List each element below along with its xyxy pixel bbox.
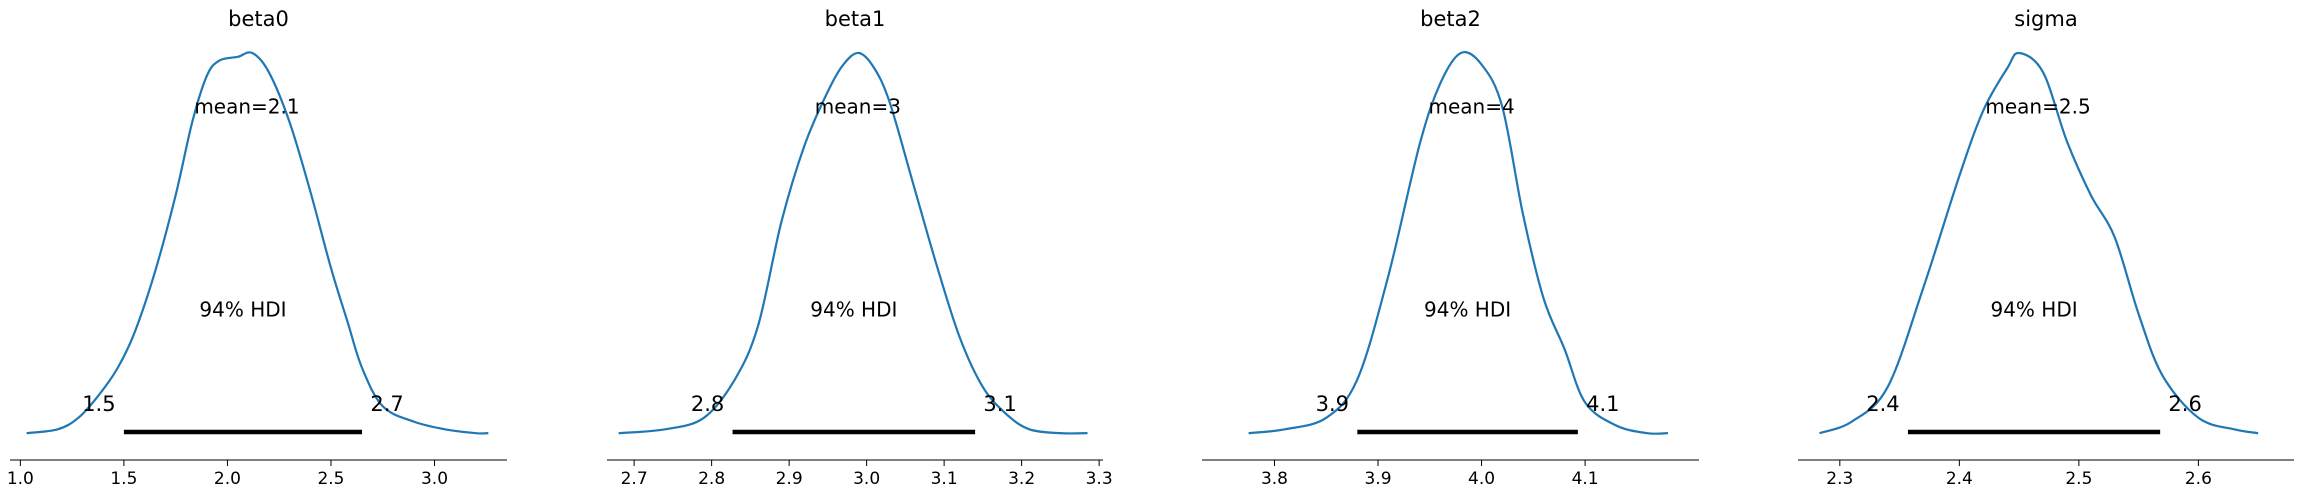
- x-tick-label: 2.5: [317, 469, 344, 489]
- x-tick-label: 2.9: [776, 469, 803, 489]
- x-tick-label: 2.3: [1826, 469, 1853, 489]
- x-tick-label: 2.5: [2065, 469, 2092, 489]
- x-tick-label: 2.8: [698, 469, 725, 489]
- density-curve: [1819, 51, 2259, 435]
- x-tick-label: 3.2: [1008, 469, 1035, 489]
- x-tick-label: 2.6: [2185, 469, 2212, 489]
- x-tick-label: 3.8: [1261, 469, 1288, 489]
- hdi-lower-label: 1.5: [82, 392, 115, 416]
- hdi-lower-label: 2.4: [1866, 392, 1899, 416]
- density-curve: [26, 51, 489, 435]
- hdi-label: 94% HDI: [1990, 298, 2077, 322]
- x-tick-label: 2.7: [621, 469, 648, 489]
- x-tick-label: 1.5: [110, 469, 137, 489]
- hdi-upper-label: 2.7: [370, 392, 403, 416]
- mean-label: mean=3: [815, 95, 901, 119]
- x-tick-label: 4.1: [1572, 469, 1599, 489]
- x-tick-label: 2.4: [1946, 469, 1973, 489]
- hdi-lower-label: 3.9: [1316, 392, 1349, 416]
- x-tick-label: 3.0: [853, 469, 880, 489]
- mean-label: mean=4: [1428, 95, 1514, 119]
- panel-title: beta0: [228, 7, 289, 31]
- plot-panel-sigma: sigma 2.3 2.4 2.5 2.6 2.4 2.6 94% HDI mean=2.5: [1798, 7, 2294, 489]
- hdi-upper-label: 2.6: [2168, 392, 2201, 416]
- mean-label: mean=2.1: [194, 95, 299, 119]
- hdi-label: 94% HDI: [1424, 298, 1511, 322]
- panel-title: beta1: [825, 7, 886, 31]
- hdi-lower-label: 2.8: [691, 392, 724, 416]
- hdi-upper-label: 4.1: [1586, 392, 1619, 416]
- mean-label: mean=2.5: [1985, 95, 2090, 119]
- plot-panel-beta2: beta2 3.8 3.9 4.0 4.1 3.9 4.1 94% HDI mean=4: [1202, 7, 1699, 489]
- hdi-upper-label: 3.1: [983, 392, 1016, 416]
- hdi-label: 94% HDI: [199, 298, 286, 322]
- plot-panel-beta1: beta1 2.7 2.8 2.9 3.0 3.1 3.2 3.3 2.8 3.1 94% HDI m…: [607, 7, 1113, 489]
- x-tick-label: 3.1: [931, 469, 958, 489]
- density-curve: [1248, 51, 1668, 435]
- x-tick-label: 4.0: [1468, 469, 1495, 489]
- density-curve: [618, 51, 1088, 435]
- x-tick-label: 3.3: [1086, 469, 1113, 489]
- panel-title: sigma: [2014, 7, 2077, 31]
- plot-panel-beta0: beta0 1.0 1.5 2.0 2.5 3.0 1.5 2.7 94% HDI mean=2.…: [7, 7, 507, 489]
- x-tick-label: 2.0: [214, 469, 241, 489]
- panel-title: beta2: [1420, 7, 1481, 31]
- x-tick-label: 1.0: [7, 469, 34, 489]
- x-tick-label: 3.0: [421, 469, 448, 489]
- hdi-label: 94% HDI: [810, 298, 897, 322]
- x-tick-label: 3.9: [1364, 469, 1391, 489]
